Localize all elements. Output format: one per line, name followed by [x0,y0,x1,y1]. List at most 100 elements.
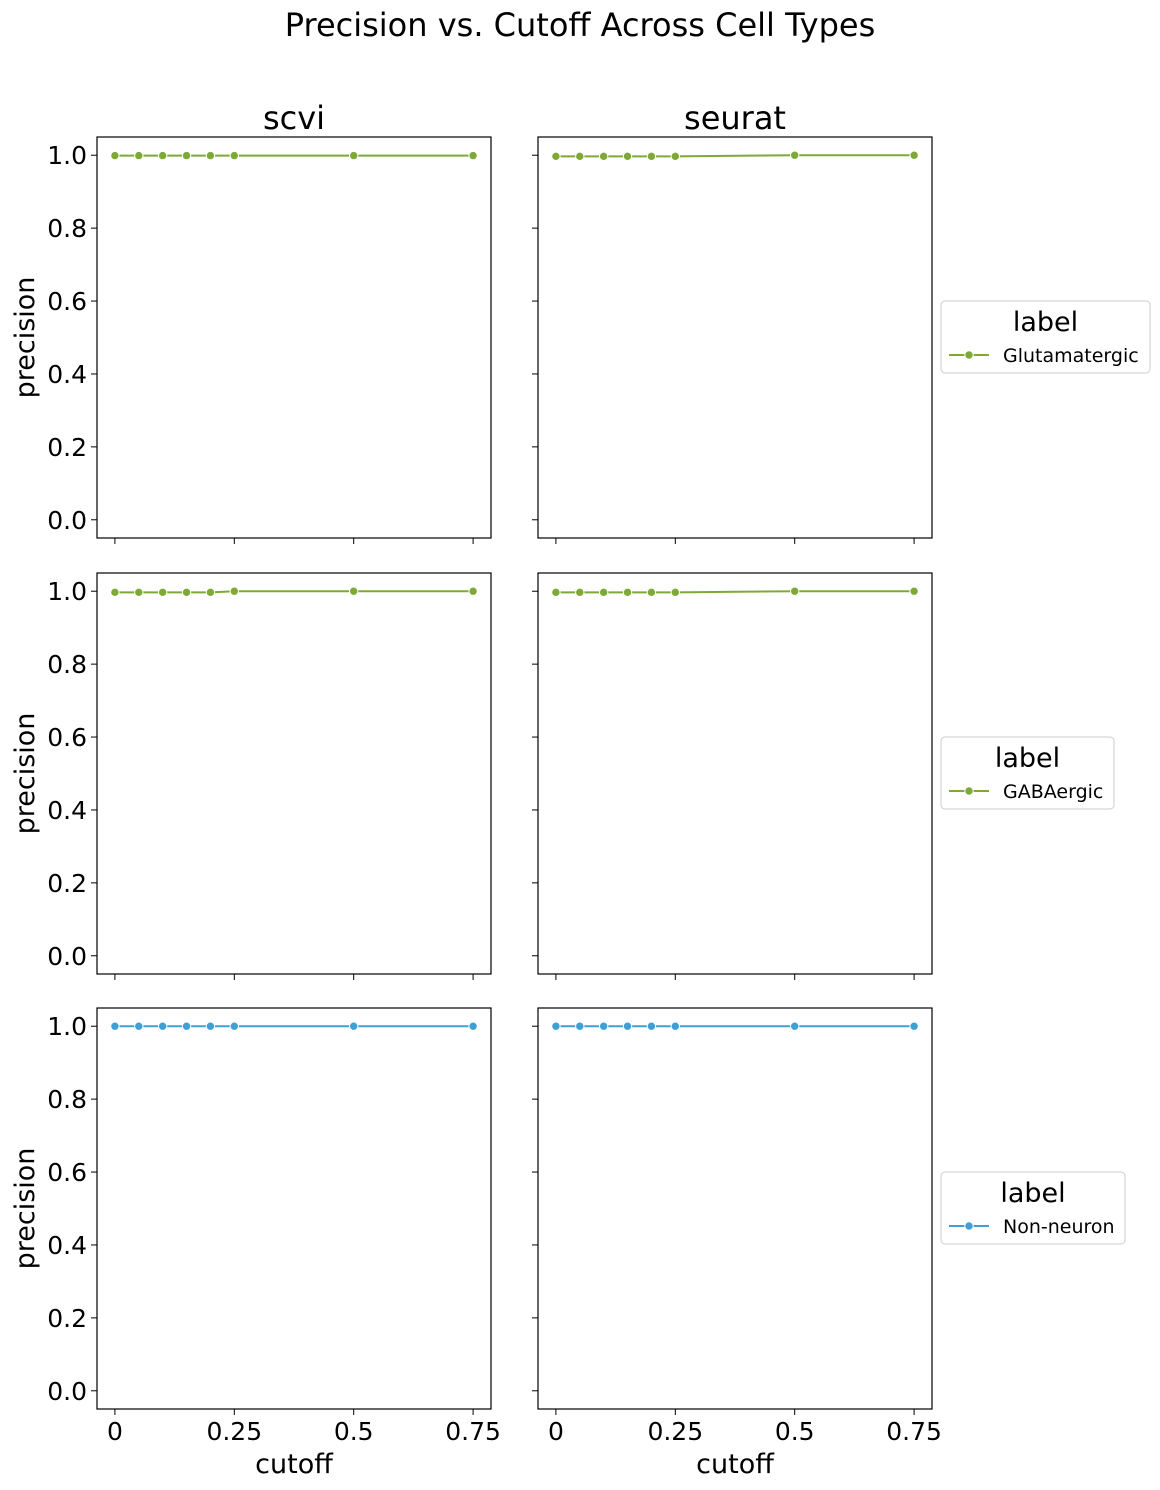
axes-frame [537,136,933,539]
data-point [229,1021,240,1031]
axes-frame [537,1007,933,1410]
x-tick-label: 0.75 [445,1417,501,1446]
data-point [157,587,168,598]
data-point [598,1021,609,1031]
data-point [646,151,657,162]
data-point [622,151,633,162]
data-point [670,587,681,598]
series-line [555,154,915,158]
legend-entry-label: Glutamatergic [1003,345,1139,367]
data-point [110,1021,120,1031]
x-tick-label: 0.75 [886,1417,942,1446]
legend-gabaergic: label GABAergic [940,736,1115,810]
y-tick-label: 1.0 [47,1012,87,1041]
y-tick-label: 0.6 [47,723,87,752]
y-tick-label: 0.2 [47,1304,87,1333]
y-tick-label: 0.6 [47,287,87,316]
y-tick-label: 0.0 [47,942,87,971]
y-tick-label: 0.8 [47,214,87,243]
column-title-seurat: seurat [684,99,786,137]
y-tick-label: 0.2 [47,869,87,898]
data-point [575,587,585,598]
data-point [110,150,120,161]
data-point [134,1021,144,1031]
legend-title: label [1000,1178,1065,1209]
data-point [468,586,478,596]
series-line [555,590,915,594]
x-tick-label: 0.25 [647,1417,703,1446]
data-point [670,1021,681,1031]
axes-frame [96,572,492,975]
data-point [157,150,168,161]
legend-title: label [995,743,1060,774]
subplot-scvi-gabaergic: 0.0 0.2 0.4 0.6 0.8 1.0 precision [10,572,492,980]
x-axis-label: cutoff [696,1449,775,1480]
data-point [909,1021,919,1031]
figure-title: Precision vs. Cutoff Across Cell Types [285,6,876,44]
subplot-seurat-gabaergic [532,572,933,980]
data-point [598,587,609,598]
data-point [205,150,216,161]
legend-entry-label: GABAergic [1003,781,1103,803]
data-point [348,1021,359,1031]
y-tick-label: 0.4 [47,1231,87,1260]
legend-box [940,300,1151,374]
y-axis-label: precision [10,713,41,835]
legend-marker-swatch [964,1221,974,1231]
legend-title: label [1013,307,1078,338]
data-point [468,1021,478,1031]
data-point [134,587,144,598]
x-tick-label: 0.5 [334,1417,374,1446]
y-tick-label: 0.6 [47,1158,87,1187]
axes-frame [537,572,933,975]
data-point [229,586,240,596]
axes-frame [96,136,492,539]
y-axis-label: precision [10,277,41,399]
legend-marker-swatch [964,350,974,360]
y-tick-label: 0.0 [47,1377,87,1406]
y-tick-label: 1.0 [47,141,87,170]
data-point [909,586,919,596]
y-tick-label: 0.8 [47,1085,87,1114]
data-point [181,1021,192,1031]
column-title-scvi: scvi [263,99,325,137]
data-point [646,1021,657,1031]
y-tick-label: 0.4 [47,796,87,825]
x-tick-label: 0.25 [206,1417,262,1446]
data-point [598,151,609,162]
subplot-seurat-glutamatergic: seurat [532,99,933,544]
data-point [670,151,681,162]
legend-marker-swatch [964,786,974,796]
data-point [468,150,478,161]
x-tick-label: 0 [107,1417,123,1446]
subplot-grid: scvi 0.0 0.2 0.4 0.6 0.8 1.0 precision seurat lab… [10,99,1151,1480]
y-tick-label: 1.0 [47,577,87,606]
data-point [229,150,240,161]
data-point [646,587,657,598]
subplot-scvi-glutamatergic: scvi 0.0 0.2 0.4 0.6 0.8 1.0 precision [10,99,492,544]
data-point [205,1021,216,1031]
legend-glutamatergic: label Glutamatergic [940,300,1151,374]
data-point [134,150,144,161]
data-point [622,1021,633,1031]
y-tick-label: 0.2 [47,433,87,462]
legend-entry-label: Non-neuron [1003,1216,1115,1238]
data-point [789,150,800,160]
data-point [348,586,359,596]
subplot-scvi-non-neuron: 0.0 0.2 0.4 0.6 0.8 1.0 0 0.25 0.5 0.75 precision c… [10,1007,501,1480]
data-point [157,1021,168,1031]
data-point [110,587,120,598]
data-point [622,587,633,598]
data-point [551,151,561,162]
data-point [789,586,800,596]
data-point [181,150,192,161]
data-point [205,587,216,598]
data-point [789,1021,800,1031]
y-tick-label: 0.4 [47,360,87,389]
data-point [348,150,359,161]
x-tick-label: 0.5 [775,1417,815,1446]
subplot-seurat-non-neuron: 0 0.25 0.5 0.75 cutoff [532,1007,942,1480]
axes-frame [96,1007,492,1410]
data-point [909,150,919,160]
